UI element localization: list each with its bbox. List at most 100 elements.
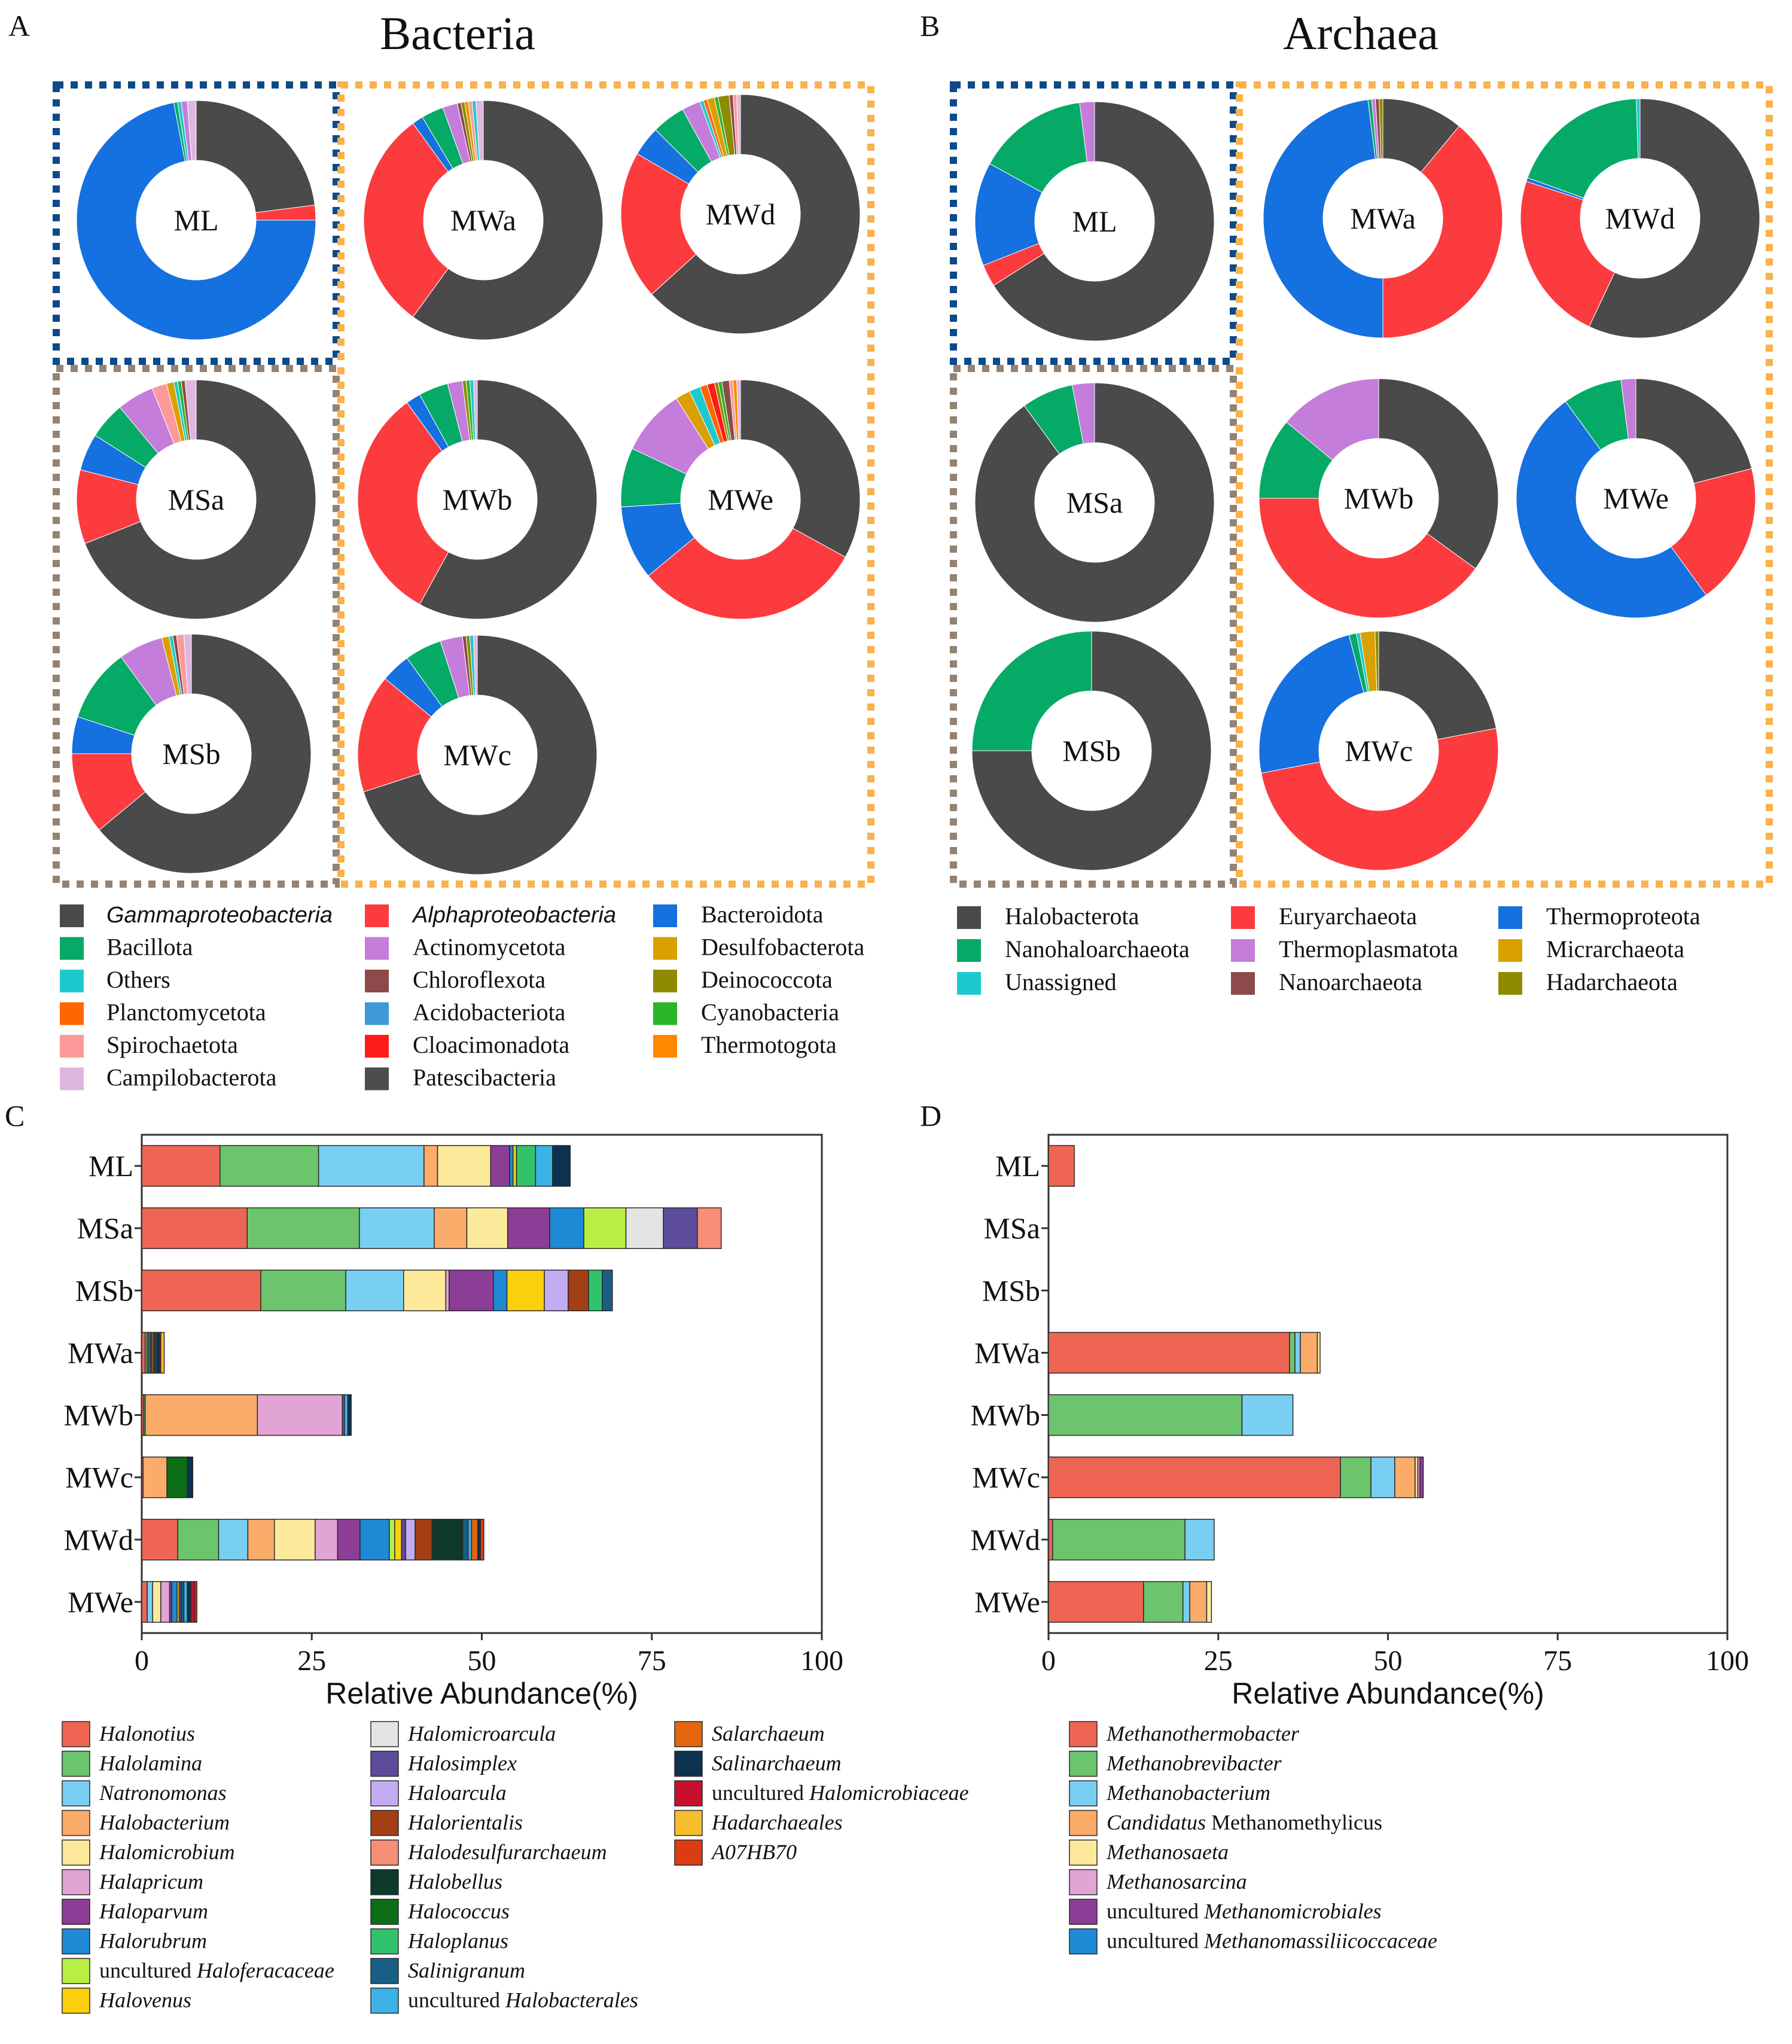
x-tick-label-0: 0 (135, 1645, 149, 1677)
bar-segment-halomicroarcula (625, 1207, 664, 1249)
legend-label: Methanobrevibacter (1106, 1751, 1282, 1775)
methanogen-legend: Methanothermobacter Methanobrevibacter Met… (1069, 1721, 1437, 1955)
legend-label: Hadarchaeales (711, 1811, 843, 1835)
bar-segment-salinarchaeum (187, 1456, 194, 1498)
legend-item-methanobrevibacter: Methanobrevibacter (1069, 1750, 1282, 1777)
legend-item-salarchaeum: Salarchaeum (674, 1721, 825, 1747)
legend-label: A07HB70 (711, 1840, 797, 1864)
bar-segment-halonotius (141, 1207, 248, 1249)
slice-alphaproteobacteria (363, 123, 449, 318)
legend-label: Haloplanus (407, 1929, 508, 1953)
bar-segment-halobacterium (423, 1145, 438, 1187)
legend-label: Micrarchaeota (1546, 936, 1684, 962)
bar-segment-candidatus-methanomethylicus (1394, 1456, 1416, 1498)
bar-segment-halobacterium (144, 1394, 258, 1436)
slice-halobacterota (993, 101, 1215, 342)
x-tick-label-25: 25 (297, 1645, 326, 1677)
bar-segment-halorubrum (171, 1581, 178, 1623)
donut-msa: MSa (974, 382, 1215, 623)
donut-label-msa: MSa (168, 483, 224, 516)
legend-item-nanohaloarchaeota: Nanohaloarchaeota (957, 936, 1190, 962)
legend-label: Thermoplasmatota (1279, 936, 1458, 962)
bar-segment-uncultured-halobacterales (535, 1145, 553, 1187)
legend-swatch (60, 970, 84, 992)
bar-segment-halorientalis (415, 1519, 433, 1561)
legend-swatch (1498, 972, 1522, 995)
legend-item-others: Others (60, 966, 170, 993)
donut-mwa: MWa (363, 100, 604, 340)
donut-label-msb: MSb (1062, 734, 1120, 767)
donut-mwb: MWb (1258, 378, 1499, 619)
legend-item-halomicrobium: Halomicrobium (62, 1839, 235, 1866)
bar-segment-halonotius (141, 1519, 179, 1561)
legend-label: Cloacimonadota (413, 1031, 569, 1058)
donut-label-ml: ML (174, 203, 219, 237)
donut-label-mwb: MWb (1344, 482, 1414, 515)
donut-label-msa: MSa (1066, 486, 1123, 519)
bar-segment-halobacterium (142, 1456, 167, 1498)
bar-mwa (1048, 1332, 1321, 1374)
donut-mwe: MWe (1516, 378, 1756, 619)
y-tick-label-msa: MSa (984, 1211, 1040, 1245)
legend-item-uncultured-halomicrobiaceae: uncultured Halomicrobiaceae (674, 1780, 969, 1807)
bar-segment-halovenus (394, 1519, 403, 1561)
slice-campilobacterota (475, 100, 484, 161)
legend-label: Cyanobacteria (701, 999, 839, 1026)
y-tick-label-msb: MSb (75, 1274, 133, 1307)
legend-swatch (370, 1839, 399, 1866)
donut-label-mwc: MWc (1345, 734, 1413, 767)
bar-mwb (141, 1394, 352, 1436)
slice-thermoplasmatota (1079, 101, 1095, 163)
legend-swatch (62, 1839, 90, 1866)
legend-item-halobacterium: Halobacterium (62, 1810, 230, 1836)
donut-label-msb: MSb (162, 737, 220, 770)
bar-segment-halomicrobium (403, 1269, 446, 1312)
legend-item-bacillota: Bacillota (60, 934, 193, 961)
bar-segment-natronomonas (318, 1145, 425, 1187)
bar-segment-halapricum (315, 1519, 339, 1561)
legend-swatch (370, 1928, 399, 1955)
slice-campilobacterota (736, 379, 741, 440)
legend-item-thermoproteota: Thermoproteota (1498, 903, 1700, 930)
bar-mwe (141, 1581, 197, 1623)
legend-item-hadarchaeota: Hadarchaeota (1498, 968, 1678, 995)
bar-segment-halococcus (166, 1456, 188, 1498)
bar-segment-salinarchaeum (187, 1581, 191, 1623)
slice-campilobacterota (187, 100, 197, 161)
legend-item-halobellus: Halobellus (370, 1869, 502, 1896)
bar-segment-halomicrobium (273, 1519, 316, 1561)
bar-segment-natronomonas (359, 1207, 435, 1249)
donut-mwc: MWc (357, 635, 598, 875)
legend-label: Halosimplex (407, 1751, 517, 1775)
bar-segment-uncultured-methanomicrobiales (1419, 1456, 1424, 1498)
legend-label: Candidatus Methanomethylicus (1107, 1811, 1382, 1835)
legend-label: Halobellus (407, 1870, 502, 1894)
legend-item-nanoarchaeota: Nanoarchaeota (1231, 968, 1422, 995)
legend-swatch (1231, 906, 1255, 929)
archaea-legend: Halobacterota Euryarchaeota Thermoproteota… (957, 903, 1700, 995)
legend-label: Halolamina (99, 1751, 202, 1775)
legend-label: Halobacterium (99, 1811, 230, 1835)
donut-label-ml: ML (1072, 205, 1117, 238)
slice-hadarchaeota (1379, 98, 1383, 159)
bar-segment-halovenus (513, 1145, 517, 1187)
panel-letter-c: C (5, 1099, 25, 1132)
legend-item-euryarchaeota: Euryarchaeota (1231, 903, 1417, 930)
donut-ml: ML (974, 101, 1215, 342)
legend-swatch (1069, 1810, 1098, 1836)
legend-swatch (62, 1869, 90, 1896)
legend-swatch (60, 904, 84, 927)
bar-segment-salinarchaeum (551, 1145, 571, 1187)
bar-segment-haloarcula (405, 1519, 416, 1561)
slice-halobacterota (1378, 630, 1497, 740)
legend-swatch (1069, 1928, 1098, 1955)
legend-label: Acidobacteriota (413, 999, 566, 1026)
bar-segment-haloparvum (507, 1207, 550, 1249)
bar-segment-methanobrevibacter (1340, 1456, 1372, 1498)
bar-segment-methanobrevibacter (1143, 1581, 1184, 1623)
donut-mwa: MWa (1263, 98, 1503, 339)
slice-gammaproteobacteria (84, 379, 316, 620)
legend-swatch (60, 1002, 84, 1025)
panel-letter-b: B (920, 9, 940, 42)
legend-item-patescibacteria: Patescibacteria (365, 1064, 556, 1091)
